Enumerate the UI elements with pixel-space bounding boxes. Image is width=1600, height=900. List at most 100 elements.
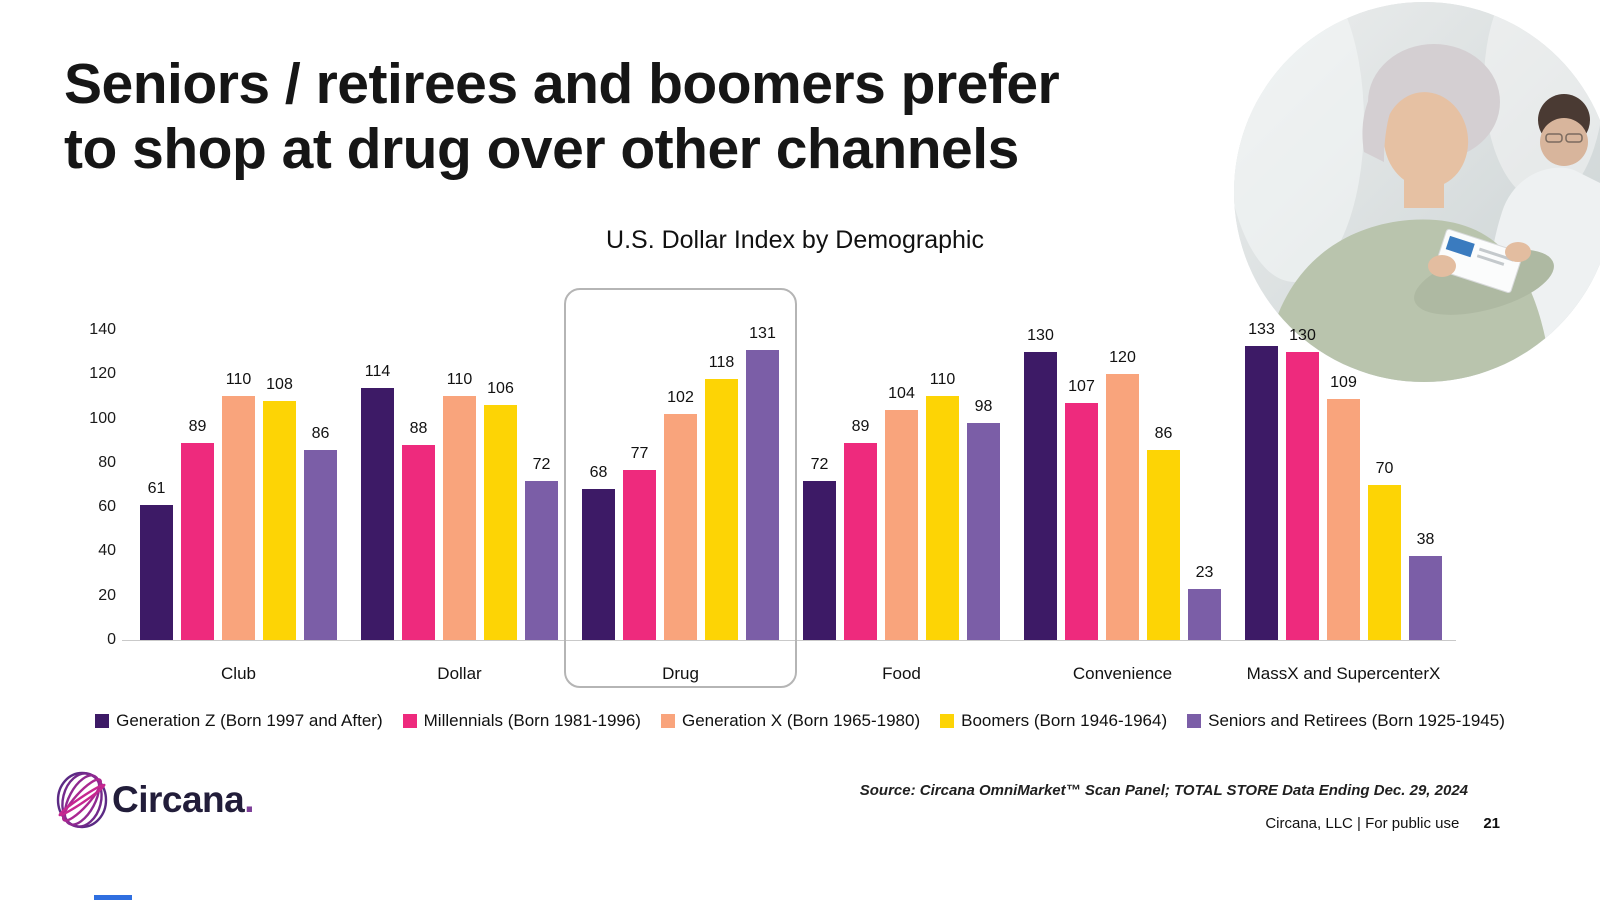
x-axis-line: [122, 640, 1456, 641]
page-number: 21: [1483, 815, 1500, 832]
bar-value-label: 102: [667, 389, 694, 407]
y-tick-label: 20: [98, 586, 116, 604]
bar-value-label: 133: [1248, 320, 1275, 338]
bar: 110: [443, 371, 476, 640]
bar: 133: [1245, 321, 1278, 640]
legend-item: Boomers (Born 1946-1964): [940, 711, 1167, 731]
bar-value-label: 110: [225, 371, 252, 389]
bar-value-label: 68: [589, 464, 608, 482]
y-tick-label: 100: [89, 409, 116, 427]
hero-photo: [1234, 2, 1600, 382]
bar: 107: [1065, 378, 1098, 640]
bar-group: 61 89 110 108 86 Club: [128, 330, 349, 683]
bar-value-label: 118: [708, 353, 735, 371]
bar-value-label: 109: [1330, 373, 1357, 391]
bar: 70: [1368, 460, 1401, 640]
y-axis: 0 20 40 60 80 100 120 140: [58, 321, 116, 648]
y-tick-label: 40: [98, 542, 116, 560]
bar: 131: [746, 325, 779, 640]
bar-value-label: 77: [630, 444, 649, 462]
y-tick-label: 60: [98, 498, 116, 516]
bar-value-label: 23: [1195, 564, 1214, 582]
bottom-accent-bar: [94, 895, 132, 900]
y-tick-label: 120: [89, 365, 116, 383]
bar: 38: [1409, 531, 1442, 640]
bar: 108: [263, 376, 296, 640]
legend-swatch: [402, 714, 417, 728]
circana-logo-dot: .: [244, 779, 255, 820]
chart-title: U.S. Dollar Index by Demographic: [606, 226, 984, 254]
bar-value-label: 89: [188, 417, 207, 435]
y-tick-label: 0: [107, 631, 116, 648]
legend-label: Generation Z (Born 1997 and After): [116, 711, 383, 730]
legend-item: Millennials (Born 1981-1996): [402, 711, 641, 731]
bar-value-label: 72: [532, 455, 551, 473]
bar: 89: [181, 418, 214, 640]
bar: 72: [803, 456, 836, 640]
bar: 86: [304, 425, 337, 640]
bar-value-label: 72: [810, 455, 829, 473]
bar: 88: [402, 420, 435, 640]
bar-value-label: 130: [1027, 327, 1054, 345]
hero-photo-illustration: [1234, 2, 1600, 382]
circana-logo-icon: [56, 771, 108, 829]
bar-value-label: 131: [749, 324, 776, 342]
y-tick-label: 80: [98, 453, 116, 471]
slide-title-line-2: to shop at drug over other channels: [64, 116, 1019, 181]
bar-value-label: 106: [487, 380, 514, 398]
bar-value-label: 86: [311, 424, 330, 442]
bar: 110: [926, 371, 959, 640]
legend-item: Seniors and Retirees (Born 1925-1945): [1187, 711, 1505, 731]
bar-value-label: 61: [147, 479, 166, 497]
bar: 77: [623, 445, 656, 640]
legend-item: Generation X (Born 1965-1980): [660, 711, 921, 731]
bar: 110: [222, 371, 255, 640]
legend: Generation Z (Born 1997 and After) Millen…: [0, 711, 1600, 731]
category-label: Convenience: [1072, 664, 1173, 683]
bar-value-label: 70: [1375, 460, 1394, 477]
bar: 106: [484, 380, 517, 640]
bar: 89: [844, 418, 877, 640]
legend-label: Generation X (Born 1965-1980): [681, 711, 921, 730]
bar: 120: [1106, 349, 1139, 640]
bar-value-label: 130: [1289, 327, 1316, 345]
bar: 130: [1286, 327, 1319, 640]
slide-title: Seniors / retirees and boomers prefer to…: [64, 52, 1224, 182]
legend-swatch: [95, 714, 110, 728]
bar-value-label: 110: [929, 371, 956, 389]
legend-swatch: [940, 714, 955, 728]
category-label: MassX and SupercenterX: [1246, 664, 1441, 683]
bar: 98: [967, 398, 1000, 640]
category-label: Food: [882, 664, 921, 683]
bar-value-label: 38: [1416, 530, 1435, 548]
y-tick-label: 140: [89, 321, 116, 338]
legend-swatch: [1187, 714, 1202, 728]
bar-group: 72 89 104 110 98 Food: [791, 330, 1012, 683]
bar-value-label: 98: [974, 398, 993, 415]
bar: 114: [361, 363, 394, 640]
bar: 102: [664, 389, 697, 640]
bar-value-label: 86: [1154, 424, 1173, 442]
bar: 72: [525, 456, 558, 640]
legend-label: Seniors and Retirees (Born 1925-1945): [1208, 711, 1505, 730]
bar-group: 68 77 102 118 131 Drug: [564, 288, 797, 688]
legend-item: Generation Z (Born 1997 and After): [95, 711, 383, 731]
category-label: Dollar: [437, 664, 482, 683]
source-note: Source: Circana OmniMarket™ Scan Panel; …: [859, 782, 1468, 799]
bar-value-label: 114: [364, 362, 391, 380]
bar: 86: [1147, 425, 1180, 640]
bar-group: 130 107 120 86 23 Convenience: [1012, 327, 1233, 683]
category-label: Drug: [662, 664, 699, 683]
category-label: Club: [221, 664, 256, 683]
bar-value-label: 110: [446, 371, 473, 389]
bar: 109: [1327, 374, 1360, 640]
bar-value-label: 104: [888, 384, 915, 402]
bar-value-label: 108: [266, 375, 293, 393]
legend-label: Millennials (Born 1981-1996): [423, 711, 641, 730]
bar: 130: [1024, 327, 1057, 640]
bar: 118: [705, 354, 738, 640]
bar: 68: [582, 464, 615, 640]
legend-label: Boomers (Born 1946-1964): [961, 711, 1168, 730]
bar: 23: [1188, 564, 1221, 640]
